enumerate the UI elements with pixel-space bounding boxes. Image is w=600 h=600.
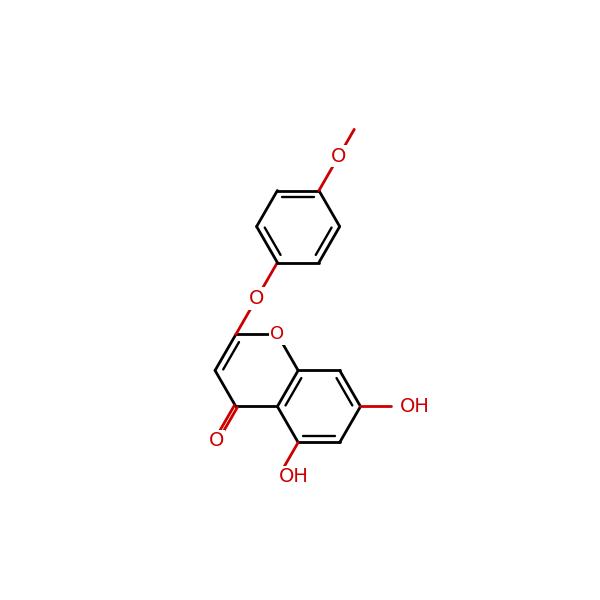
Text: O: O xyxy=(249,289,264,308)
Text: OH: OH xyxy=(278,467,308,486)
Text: O: O xyxy=(271,325,284,343)
Text: O: O xyxy=(208,431,224,450)
Text: OH: OH xyxy=(400,397,430,416)
Text: O: O xyxy=(331,147,346,166)
